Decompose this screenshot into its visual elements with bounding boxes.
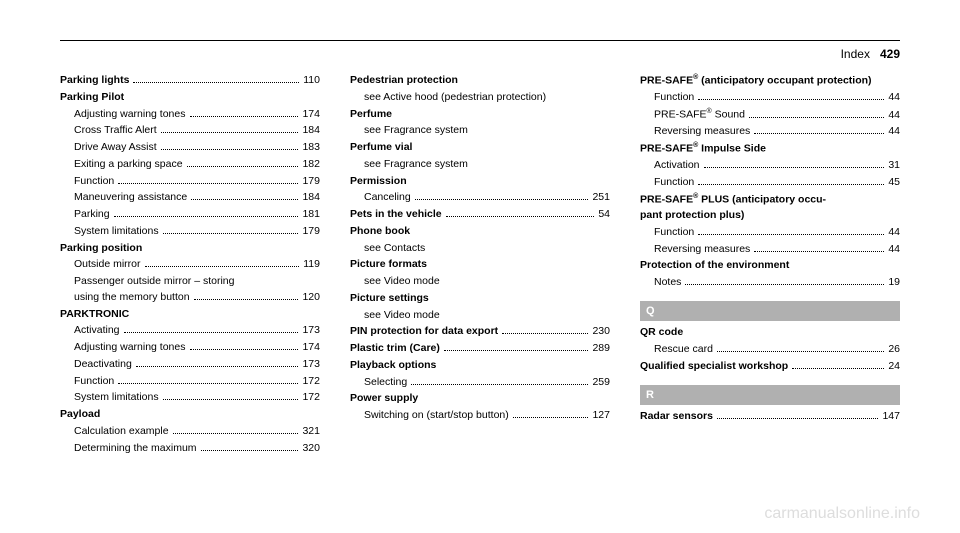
index-entry: Radar sensors147 <box>640 409 900 425</box>
index-heading: QR code <box>640 325 900 341</box>
index-entry: Plastic trim (Care)289 <box>350 341 610 357</box>
index-subentry: Selecting259 <box>350 375 610 391</box>
index-subentry: Calculation example321 <box>60 424 320 440</box>
index-entry: Qualified specialist workshop24 <box>640 359 900 375</box>
index-see-ref: see Fragrance system <box>350 123 610 139</box>
column-2: Pedestrian protectionsee Active hood (pe… <box>350 73 610 457</box>
index-subentry-line1: Passenger outside mirror – storing <box>60 274 320 290</box>
index-subentry: Deactivating173 <box>60 357 320 373</box>
index-heading: Parking Pilot <box>60 90 320 106</box>
index-subentry: Function179 <box>60 174 320 190</box>
index-heading: Perfume <box>350 107 610 123</box>
section-letter: Q <box>640 301 900 322</box>
column-3: PRE-SAFE® (anticipatory occupant protect… <box>640 73 900 457</box>
watermark: carmanualsonline.info <box>764 505 920 523</box>
index-subentry: System limitations179 <box>60 224 320 240</box>
index-subentry: Adjusting warning tones174 <box>60 107 320 123</box>
index-subentry: Adjusting warning tones174 <box>60 340 320 356</box>
index-see-ref: see Video mode <box>350 308 610 324</box>
index-see-ref: see Active hood (pedestrian protection) <box>350 90 610 106</box>
index-heading: Parking position <box>60 241 320 257</box>
index-heading: Picture settings <box>350 291 610 307</box>
index-heading: PARKTRONIC <box>60 307 320 323</box>
index-subentry: Notes19 <box>640 275 900 291</box>
index-subentry: System limitations172 <box>60 390 320 406</box>
index-columns: Parking lights110Parking PilotAdjusting … <box>60 73 900 457</box>
index-subentry: Cross Traffic Alert184 <box>60 123 320 139</box>
index-subentry: Activating173 <box>60 323 320 339</box>
index-subentry: Function44 <box>640 90 900 106</box>
index-page: Index 429 Parking lights110Parking Pilot… <box>0 0 960 477</box>
header-page-number: 429 <box>880 47 900 61</box>
index-subentry: Reversing measures44 <box>640 242 900 258</box>
index-subentry: Activation31 <box>640 158 900 174</box>
index-entry: Parking lights110 <box>60 73 320 89</box>
index-subentry-line2: using the memory button120 <box>60 290 320 306</box>
index-subentry: Function45 <box>640 175 900 191</box>
index-subentry: Maneuvering assistance184 <box>60 190 320 206</box>
index-heading: Protection of the environment <box>640 258 900 274</box>
index-heading: Permission <box>350 174 610 190</box>
header-label: Index <box>841 47 870 61</box>
index-heading: Phone book <box>350 224 610 240</box>
index-subentry: Function44 <box>640 225 900 241</box>
index-subentry: Function172 <box>60 374 320 390</box>
index-heading: Playback options <box>350 358 610 374</box>
index-heading: PRE-SAFE® Impulse Side <box>640 141 900 157</box>
index-heading: Pedestrian protection <box>350 73 610 89</box>
index-see-ref: see Video mode <box>350 274 610 290</box>
index-subentry: Outside mirror119 <box>60 257 320 273</box>
index-see-ref: see Contacts <box>350 241 610 257</box>
index-subentry: Drive Away Assist183 <box>60 140 320 156</box>
index-subentry: Exiting a parking space182 <box>60 157 320 173</box>
index-heading: Payload <box>60 407 320 423</box>
index-entry: PIN protection for data export230 <box>350 324 610 340</box>
index-see-ref: see Fragrance system <box>350 157 610 173</box>
index-subentry: Parking181 <box>60 207 320 223</box>
index-heading: PRE-SAFE® PLUS (anticipatory occu-pant p… <box>640 192 900 224</box>
index-subentry: Canceling251 <box>350 190 610 206</box>
header-rule <box>60 40 900 41</box>
index-entry: Pets in the vehicle54 <box>350 207 610 223</box>
index-heading: PRE-SAFE® (anticipatory occupant protect… <box>640 73 900 89</box>
index-heading: Perfume vial <box>350 140 610 156</box>
index-subentry: Determining the maximum320 <box>60 441 320 457</box>
index-subentry: Reversing measures44 <box>640 124 900 140</box>
index-heading: Power supply <box>350 391 610 407</box>
section-letter: R <box>640 385 900 406</box>
page-header: Index 429 <box>60 47 900 61</box>
index-heading: Picture formats <box>350 257 610 273</box>
index-subentry: PRE-SAFE® Sound44 <box>640 107 900 123</box>
column-1: Parking lights110Parking PilotAdjusting … <box>60 73 320 457</box>
index-subentry: Switching on (start/stop button)127 <box>350 408 610 424</box>
index-subentry: Rescue card26 <box>640 342 900 358</box>
